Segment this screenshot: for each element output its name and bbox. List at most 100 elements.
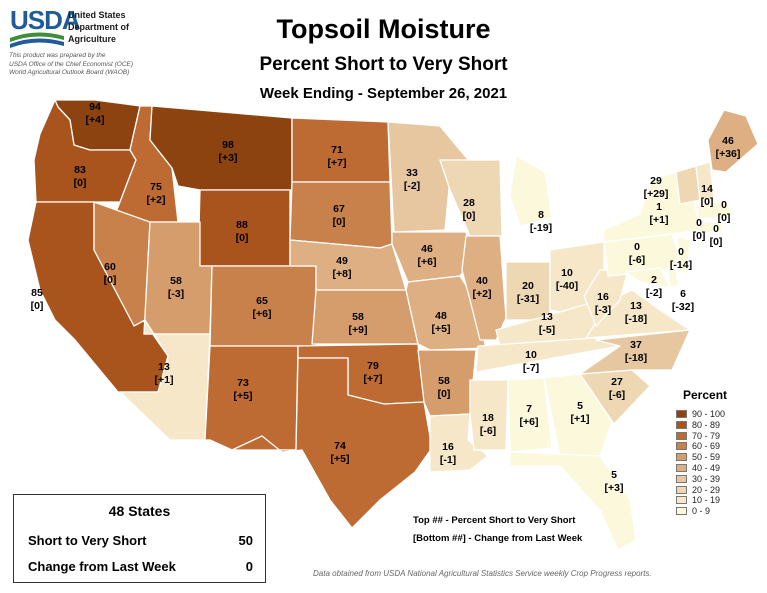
state-value-ny: 1 [656, 201, 662, 213]
state-change-nd: [+7] [328, 157, 347, 169]
usda-logo [8, 6, 168, 86]
legend-item: 20 - 29 [676, 484, 766, 495]
state-value-nd: 71 [331, 144, 343, 156]
state-change-ks: [+9] [349, 324, 368, 336]
summary-title: 48 States [108, 503, 171, 519]
map-subtitle: Percent Short to Very Short [259, 54, 508, 75]
state-value-ut: 58 [170, 275, 182, 287]
state-fl [509, 451, 637, 551]
state-value-az: 13 [158, 361, 170, 373]
legend-label: 70 - 79 [692, 430, 721, 441]
state-change-mt: [+3] [219, 152, 238, 164]
department-line-3: Agriculture [68, 34, 117, 44]
state-value-nh: 14 [701, 183, 713, 195]
state-change-tx: [+5] [331, 453, 350, 465]
state-value-ks: 58 [352, 311, 364, 323]
state-value-vt: 29 [650, 175, 662, 187]
state-value-ri: 0 [713, 223, 719, 235]
legend-swatch [676, 507, 687, 516]
legend-label: 80 - 89 [692, 419, 721, 430]
legend-item: 60 - 69 [676, 441, 766, 452]
legend-swatch [676, 464, 687, 472]
state-change-la: [-1] [440, 454, 456, 466]
legend-item: 30 - 39 [676, 473, 766, 484]
state-value-de: 6 [680, 288, 686, 300]
state-change-al: [+6] [520, 416, 539, 428]
state-value-oh: 10 [561, 267, 573, 279]
state-change-oh: [-40] [556, 280, 578, 292]
state-change-in: [-31] [517, 293, 539, 305]
state-value-nc: 37 [630, 339, 642, 351]
source-note: Data obtained from USDA National Agricul… [313, 569, 652, 578]
legend-item: 40 - 49 [676, 463, 766, 473]
state-change-sd: [0] [333, 216, 346, 228]
department-line-1: United States [68, 10, 126, 20]
state-value-id: 75 [150, 181, 162, 193]
legend-label: 90 - 100 [692, 409, 726, 419]
state-value-ct: 0 [696, 217, 702, 229]
state-nv [93, 201, 151, 327]
state-value-ne: 49 [336, 255, 348, 267]
prepared-by-line-2: USDA Office of the Chief Economist (OCE) [9, 60, 134, 68]
state-change-mn: [-2] [404, 180, 420, 192]
legend-item: 80 - 89 [676, 419, 766, 430]
state-change-wy: [0] [236, 232, 249, 244]
state-value-tx: 74 [334, 440, 346, 452]
state-az [119, 319, 211, 441]
state-change-ne: [+8] [333, 268, 352, 280]
state-value-sd: 67 [333, 203, 345, 215]
legend-label: 20 - 29 [692, 484, 721, 495]
legend-swatch [676, 420, 687, 429]
summary-box: 48 States Short to Very Short 50 Change … [13, 494, 266, 583]
state-change-nc: [-18] [625, 352, 647, 364]
state-value-la: 16 [442, 441, 454, 453]
state-value-nj: 0 [678, 246, 684, 258]
state-value-al: 7 [526, 403, 532, 415]
state-value-ar: 58 [438, 375, 450, 387]
legend-label: 60 - 69 [692, 441, 721, 452]
state-change-md: [-2] [646, 287, 662, 299]
state-value-or: 83 [74, 164, 86, 176]
state-value-va: 13 [630, 300, 642, 312]
state-change-az: [+1] [155, 374, 174, 386]
legend-swatch [676, 431, 687, 440]
state-change-va: [-18] [625, 313, 647, 325]
week-ending: Week Ending - September 26, 2021 [259, 85, 508, 102]
legend-swatch [676, 496, 687, 505]
state-ri [713, 221, 723, 233]
state-change-ca: [0] [31, 300, 44, 312]
state-change-nv: [0] [104, 274, 117, 286]
state-change-wi: [0] [463, 210, 476, 222]
state-value-mt: 98 [222, 139, 234, 151]
usda-wordmark: USDA [10, 5, 81, 35]
legend-swatch [676, 410, 687, 418]
state-ga [543, 373, 613, 457]
state-al [507, 377, 553, 453]
state-value-md: 2 [651, 274, 657, 286]
state-change-or: [0] [74, 177, 87, 189]
state-or [33, 99, 137, 203]
map-title: Topsoil Moisture [276, 14, 491, 44]
state-change-tn: [-7] [523, 362, 539, 374]
state-value-co: 65 [256, 295, 268, 307]
state-change-ny: [+1] [650, 214, 669, 226]
state-il [461, 235, 507, 341]
prepared-by-line-1: This product was prepared by the [9, 52, 106, 59]
state-value-wi: 28 [463, 197, 475, 209]
state-change-fl: [+3] [605, 482, 624, 494]
state-value-ga: 5 [577, 400, 583, 412]
state-ms [469, 379, 509, 451]
legend-item: 50 - 59 [676, 452, 766, 462]
state-value-fl: 5 [611, 469, 617, 481]
state-change-ri: [0] [710, 236, 723, 248]
legend-item: 70 - 79 [676, 430, 766, 441]
state-nj [677, 235, 691, 273]
legend-item: 10 - 19 [676, 495, 766, 505]
state-change-wv: [-3] [595, 304, 611, 316]
legend-label: 30 - 39 [692, 473, 721, 484]
state-change-ky: [-5] [539, 324, 555, 336]
state-value-in: 20 [522, 280, 534, 292]
legend-label: 40 - 49 [692, 463, 721, 473]
state-wv [583, 269, 629, 327]
